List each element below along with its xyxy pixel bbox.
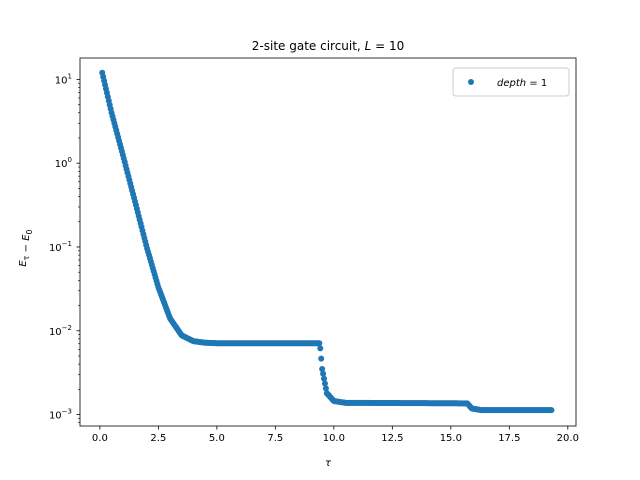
y-tick-label: 100	[55, 156, 72, 170]
legend-label: depth = 1	[497, 78, 547, 89]
x-tick-label: 2.5	[150, 433, 166, 444]
data-points	[99, 69, 555, 414]
legend-box	[452, 67, 570, 97]
y-tick-label: 10−2	[49, 324, 72, 338]
data-point	[321, 380, 328, 387]
x-axis-ticks: 0.0 2.5 5.0 7.5 10.0 12.5 15.0 17.5 20.0	[92, 426, 579, 444]
legend: depth = 1	[452, 67, 570, 97]
y-axis-label-text: Eτ − E0	[18, 229, 34, 266]
y-tick-label: 10−1	[49, 240, 72, 254]
y-tick-label: 101	[55, 72, 72, 86]
axes-frame	[79, 57, 577, 427]
y-axis-ticks: 10−3 10−2 10−1 100 101	[49, 72, 80, 423]
x-tick-label: 17.5	[498, 433, 520, 444]
x-tick-label: 0.0	[92, 433, 108, 444]
legend-marker	[468, 79, 474, 85]
data-point	[316, 340, 323, 347]
x-tick-label: 20.0	[557, 433, 579, 444]
data-point	[321, 375, 328, 382]
data-point	[317, 345, 324, 352]
data-point	[318, 355, 325, 362]
data-point	[322, 385, 329, 392]
data-point	[548, 407, 555, 414]
data-point	[319, 365, 326, 372]
x-tick-label: 15.0	[440, 433, 462, 444]
x-tick-label: 12.5	[381, 433, 403, 444]
x-tick-label: 10.0	[323, 433, 345, 444]
data-point	[320, 370, 327, 377]
x-tick-label: 5.0	[209, 433, 225, 444]
y-axis-label: Eτ − E0	[18, 229, 34, 266]
axes	[79, 57, 577, 427]
x-axis-label: τ	[325, 458, 332, 469]
y-tick-label: 10−3	[49, 408, 72, 422]
chart-title: 2-site gate circuit, L = 10	[252, 39, 404, 53]
x-tick-label: 7.5	[267, 433, 283, 444]
